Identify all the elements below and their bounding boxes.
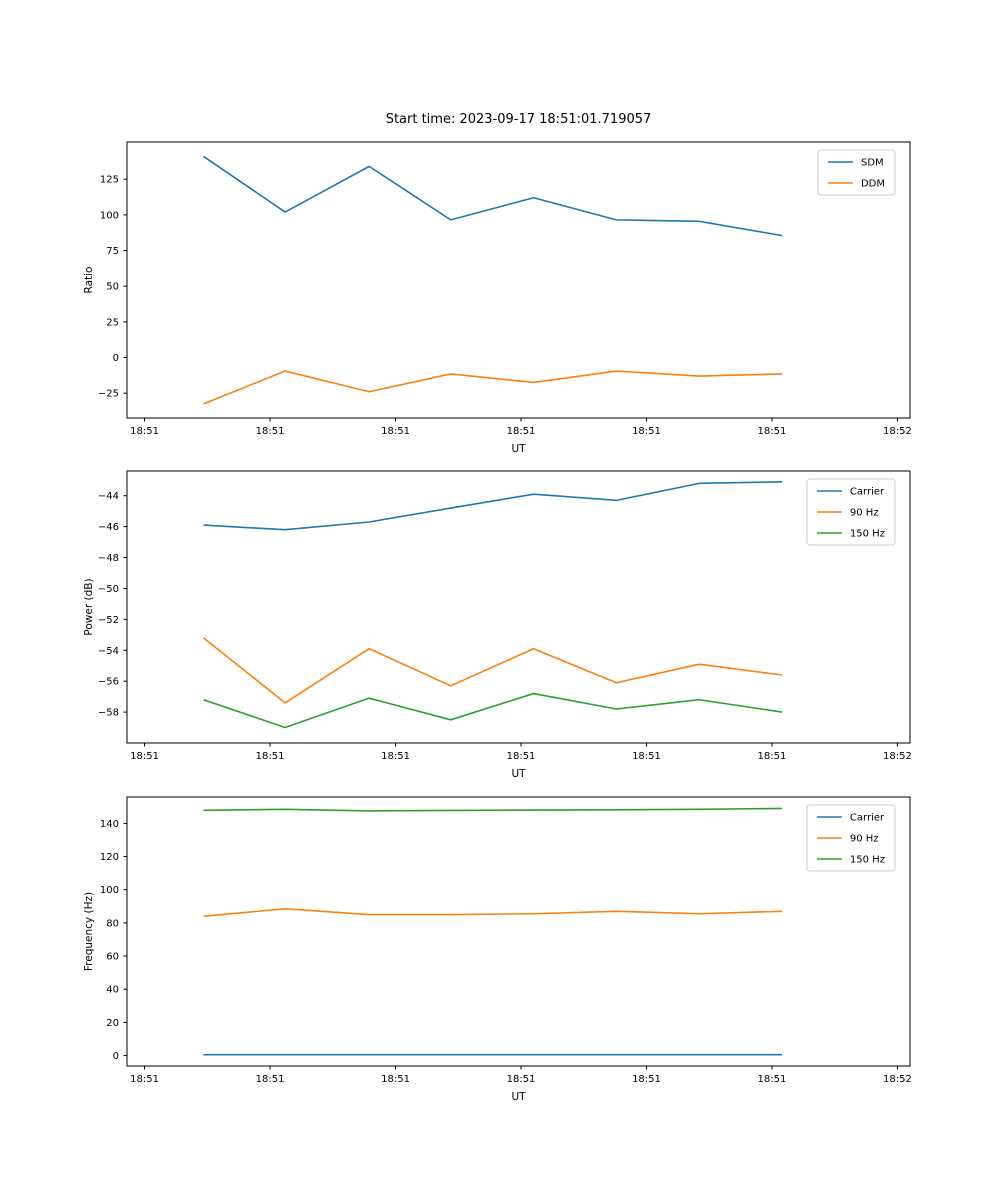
x-tick-label: 18:52 <box>883 426 912 437</box>
x-tick-label: 18:51 <box>256 426 285 437</box>
x-tick-label: 18:51 <box>381 751 410 762</box>
y-tick-label: 100 <box>100 885 119 896</box>
subplot-power: 18:51 18:51 18:51 18:51 18:51 18:51 18:52 −58 −5… <box>83 470 912 780</box>
y-tick-label: −46 <box>98 522 119 533</box>
y-tick-label: 60 <box>106 952 119 963</box>
plot-area <box>126 470 911 744</box>
series-line-sdm <box>203 155 783 237</box>
legend-box <box>806 804 896 872</box>
subplot-ratio: 18:51 18:51 18:51 18:51 18:51 18:51 18:52 −25 0 2… <box>83 141 912 455</box>
subplot-frequency: 18:51 18:51 18:51 18:51 18:51 18:51 18:52 0 20 40… <box>83 796 912 1103</box>
legend-label: 150 Hz <box>850 855 885 866</box>
y-tick-label: 120 <box>100 852 119 863</box>
x-tick-label: 18:51 <box>130 751 159 762</box>
legend-label: Carrier <box>850 487 885 498</box>
x-tick-label: 18:51 <box>381 426 410 437</box>
legend: SDM DDM <box>817 149 896 196</box>
y-tick-label: 0 <box>113 353 119 364</box>
series-line-150-hz <box>203 807 783 812</box>
x-tick-label: 18:51 <box>507 751 536 762</box>
x-axis-label: UT <box>511 443 526 455</box>
x-tick-label: 18:51 <box>632 1074 661 1085</box>
y-tick-label: −48 <box>98 553 119 564</box>
y-tick-label: 0 <box>113 1051 119 1062</box>
y-axis-label: Frequency (Hz) <box>83 892 95 971</box>
y-tick-label: −52 <box>98 615 119 626</box>
y-axis-label: Ratio <box>83 267 95 294</box>
series-line-90-hz <box>203 637 783 704</box>
y-tick-label: 25 <box>106 317 119 328</box>
y-tick-label: 125 <box>100 175 119 186</box>
plot-area <box>126 796 911 1067</box>
y-tick-label: 80 <box>106 918 119 929</box>
y-tick-label: −58 <box>98 708 119 719</box>
x-tick-label: 18:52 <box>883 751 912 762</box>
x-tick-label: 18:51 <box>632 426 661 437</box>
legend-label: 90 Hz <box>850 508 879 519</box>
x-axis-label: UT <box>511 1091 526 1103</box>
legend-box <box>806 478 896 546</box>
y-tick-label: 40 <box>106 985 119 996</box>
series-line-carrier <box>203 481 783 531</box>
legend: Carrier 90 Hz 150 Hz <box>806 478 896 546</box>
legend-label: 150 Hz <box>850 529 885 540</box>
legend-label: 90 Hz <box>850 834 879 845</box>
y-tick-label: 100 <box>100 210 119 221</box>
y-tick-label: 20 <box>106 1018 119 1029</box>
y-tick-label: −54 <box>98 646 119 657</box>
x-tick-label: 18:51 <box>130 426 159 437</box>
series-line-150-hz <box>203 692 783 729</box>
series-line-90-hz <box>203 907 783 918</box>
plot-area <box>126 141 911 419</box>
series-line-ddm <box>203 370 783 405</box>
y-axis-label: Power (dB) <box>83 578 95 635</box>
figure-title: Start time: 2023-09-17 18:51:01.719057 <box>385 112 652 127</box>
x-tick-label: 18:52 <box>883 1074 912 1085</box>
x-tick-label: 18:51 <box>130 1074 159 1085</box>
x-tick-label: 18:51 <box>758 426 787 437</box>
x-tick-label: 18:51 <box>758 1074 787 1085</box>
y-tick-label: −56 <box>98 677 119 688</box>
x-tick-label: 18:51 <box>632 751 661 762</box>
x-tick-label: 18:51 <box>758 751 787 762</box>
y-tick-label: −50 <box>98 584 119 595</box>
x-tick-label: 18:51 <box>381 1074 410 1085</box>
legend-label: DDM <box>861 179 885 190</box>
x-tick-label: 18:51 <box>507 1074 536 1085</box>
legend-label: SDM <box>861 158 884 169</box>
x-axis-label: UT <box>511 768 526 780</box>
y-tick-label: 140 <box>100 819 119 830</box>
y-tick-label: −44 <box>98 491 119 502</box>
x-tick-label: 18:51 <box>256 1074 285 1085</box>
legend-label: Carrier <box>850 813 885 824</box>
x-tick-label: 18:51 <box>256 751 285 762</box>
y-tick-label: 75 <box>106 246 119 257</box>
legend: Carrier 90 Hz 150 Hz <box>806 804 896 872</box>
y-tick-label: −25 <box>98 389 119 400</box>
x-tick-label: 18:51 <box>507 426 536 437</box>
y-tick-label: 50 <box>106 282 119 293</box>
